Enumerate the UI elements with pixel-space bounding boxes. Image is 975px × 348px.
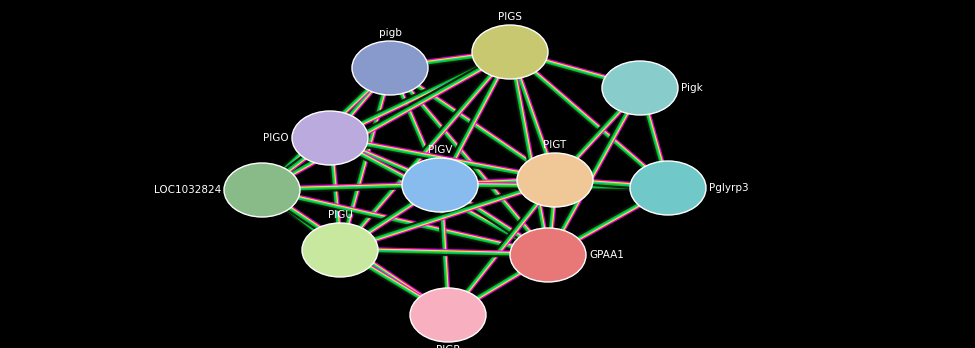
Text: GPAA1: GPAA1	[589, 250, 624, 260]
Text: PIGO: PIGO	[263, 133, 289, 143]
Text: PIGT: PIGT	[543, 140, 566, 150]
Text: PIGS: PIGS	[498, 12, 522, 22]
Ellipse shape	[517, 153, 593, 207]
Ellipse shape	[302, 223, 378, 277]
Text: LOC1032824: LOC1032824	[154, 185, 221, 195]
Ellipse shape	[292, 111, 368, 165]
Text: PIGP: PIGP	[436, 345, 460, 348]
Ellipse shape	[510, 228, 586, 282]
Ellipse shape	[352, 41, 428, 95]
Ellipse shape	[410, 288, 486, 342]
Ellipse shape	[602, 61, 678, 115]
Text: PIGU: PIGU	[328, 210, 352, 220]
Text: Pglyrp3: Pglyrp3	[709, 183, 749, 193]
Ellipse shape	[224, 163, 300, 217]
Ellipse shape	[472, 25, 548, 79]
Text: PIGV: PIGV	[428, 145, 452, 155]
Text: pigb: pigb	[378, 28, 402, 38]
Ellipse shape	[630, 161, 706, 215]
Ellipse shape	[402, 158, 478, 212]
Text: Pigk: Pigk	[681, 83, 703, 93]
